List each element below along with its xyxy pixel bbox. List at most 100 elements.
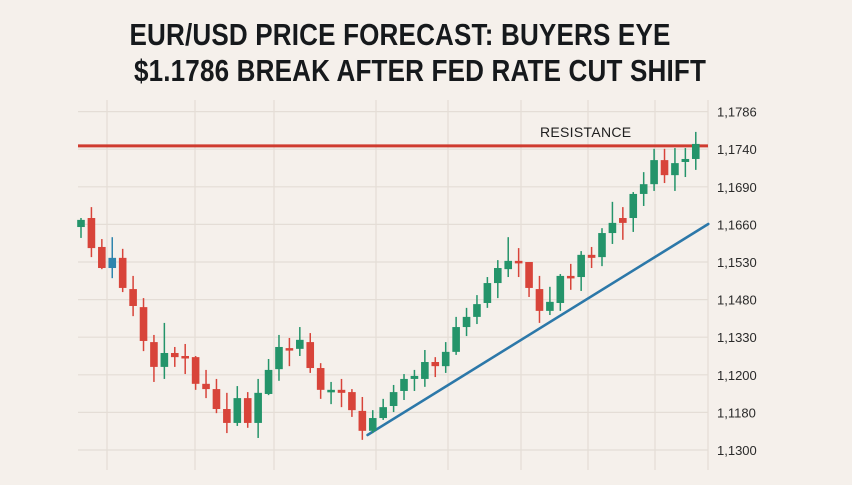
bullish-candle xyxy=(296,327,304,356)
bullish-candle xyxy=(452,316,460,355)
bullish-candle xyxy=(556,274,565,311)
bullish-candle xyxy=(77,218,85,238)
candle-body xyxy=(650,160,658,185)
candle-body xyxy=(306,342,315,369)
candle-body xyxy=(514,260,523,264)
y-tick-label: 1,1200 xyxy=(717,368,757,383)
bearish-candle xyxy=(87,207,96,258)
candle-body xyxy=(389,392,398,407)
bullish-candle xyxy=(473,295,481,325)
candle-body xyxy=(400,378,408,391)
y-tick-label: 1,1480 xyxy=(717,293,757,308)
candle-body xyxy=(77,219,85,228)
y-tick-label: 1,1300 xyxy=(717,443,757,458)
candle-body xyxy=(681,158,690,162)
candle-body xyxy=(368,418,377,431)
candle-body xyxy=(275,346,283,370)
candle-body xyxy=(608,222,617,234)
candle-body xyxy=(494,268,502,284)
bearish-candle xyxy=(619,207,627,240)
bearish-candle xyxy=(358,396,367,440)
candle-body xyxy=(254,392,262,423)
bullish-candle xyxy=(410,369,419,391)
y-tick-label: 1,1690 xyxy=(717,180,757,195)
bearish-candle xyxy=(150,334,158,382)
bearish-candle xyxy=(316,363,325,399)
candle-body xyxy=(327,389,335,393)
candle-body xyxy=(264,369,273,394)
candle-body xyxy=(598,233,606,258)
bearish-candle xyxy=(660,148,669,184)
candle-body xyxy=(577,254,585,278)
bearish-candle xyxy=(514,248,523,278)
chart-title-line-1: EUR/USD PRICE FORECAST: BUYERS EYE xyxy=(129,17,671,52)
candle-body xyxy=(431,362,440,367)
candle-body xyxy=(587,254,596,258)
bearish-candle xyxy=(129,275,137,317)
support-trendline xyxy=(366,222,710,437)
y-axis-ticks: 1,1786 1,1740 1,1690 1,1660 1,1530 1,1480 1,13… xyxy=(717,105,757,458)
bearish-candle xyxy=(98,239,106,270)
bullish-candle xyxy=(441,342,450,373)
candle-body xyxy=(473,304,481,317)
bearish-candle xyxy=(431,357,440,378)
bullish-candle xyxy=(327,381,335,405)
candles xyxy=(77,131,700,440)
candle-body xyxy=(566,275,575,279)
candle-body xyxy=(535,289,544,311)
candle-body xyxy=(546,301,554,311)
bullish-candle xyxy=(504,237,513,278)
candle-body xyxy=(243,398,252,423)
bullish-candle xyxy=(494,260,502,299)
candle-body xyxy=(483,283,492,303)
bullish-candle xyxy=(379,398,387,420)
y-tick-label: 1,1660 xyxy=(717,217,757,232)
candle-body xyxy=(129,289,137,306)
candle-body xyxy=(296,339,304,349)
candle-body xyxy=(348,392,356,411)
bearish-candle xyxy=(118,248,127,293)
bullish-candle xyxy=(160,322,169,379)
candle-body xyxy=(139,307,148,341)
bullish-candle xyxy=(681,148,690,178)
bearish-candle xyxy=(337,378,346,408)
bullish-candle xyxy=(671,148,679,191)
bullish-candle xyxy=(462,307,471,337)
bullish-candle xyxy=(275,334,283,381)
candle-body xyxy=(212,389,221,410)
candle-body xyxy=(337,389,346,393)
bullish-candle xyxy=(639,172,648,206)
bullish-candle xyxy=(368,410,377,434)
bearish-candle xyxy=(191,356,200,390)
bullish-candle xyxy=(608,201,617,244)
bearish-candle xyxy=(223,392,231,434)
candle-body xyxy=(671,163,679,176)
y-tick-label: 1,1180 xyxy=(717,405,756,420)
candle-body xyxy=(118,257,127,288)
bullish-candle xyxy=(577,251,585,291)
bearish-candle xyxy=(202,369,210,399)
bearish-candle xyxy=(525,262,533,297)
candle-body xyxy=(452,327,460,352)
candle-body xyxy=(108,257,117,269)
candle-body xyxy=(441,351,450,367)
candle-body xyxy=(410,375,419,379)
candle-body xyxy=(639,184,648,194)
bearish-candle xyxy=(587,246,596,269)
bearish-candle xyxy=(348,389,356,417)
candle-body xyxy=(191,357,200,384)
resistance-label: RESISTANCE xyxy=(540,124,631,140)
candle-body xyxy=(316,368,325,390)
bearish-candle xyxy=(108,237,117,279)
candle-body xyxy=(462,316,471,328)
candle-body xyxy=(691,143,700,159)
bullish-candle xyxy=(389,384,398,413)
y-tick-label: 1,1786 xyxy=(717,105,757,120)
bearish-candle xyxy=(170,346,179,367)
candle-body xyxy=(556,275,565,303)
bullish-candle xyxy=(400,374,408,400)
bullish-candle xyxy=(264,359,273,396)
candle-body xyxy=(233,398,242,423)
y-tick-label: 1,1740 xyxy=(717,142,757,157)
y-tick-label: 1,1330 xyxy=(717,330,757,345)
